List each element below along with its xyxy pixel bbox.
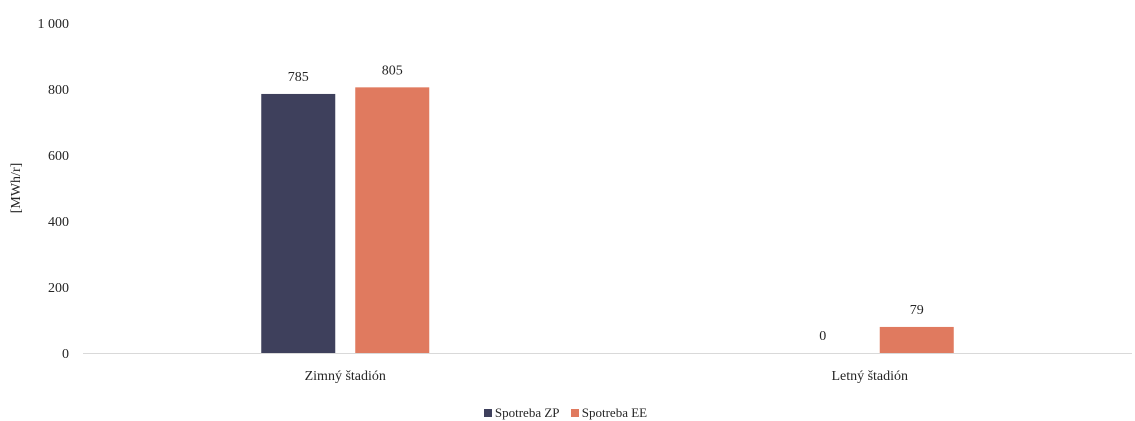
- x-tick-label: Zimný štadión: [305, 369, 386, 384]
- bar-0-1: [355, 87, 430, 353]
- data-label-0-0: 785: [288, 70, 309, 85]
- data-label-1-0: 0: [819, 329, 826, 344]
- y-tick-label: 200: [48, 281, 69, 296]
- legend-label: Spotreba ZP: [494, 405, 560, 420]
- y-axis-title: [MWh/r]: [9, 163, 24, 214]
- data-labels: 785 805 0 79: [288, 63, 924, 344]
- y-tick-label: 1 000: [38, 17, 70, 32]
- y-tick-label: 800: [48, 83, 69, 98]
- legend-swatch: [483, 409, 492, 417]
- legend-label: Spotreba EE: [581, 405, 648, 420]
- legend-swatch: [570, 409, 579, 417]
- legend-item-series-1: Spotreba EE: [570, 405, 648, 421]
- x-tick-label: Letný štadión: [831, 369, 908, 384]
- bar-0-0: [261, 93, 336, 353]
- y-tick-label: 0: [62, 347, 69, 362]
- bars: [261, 87, 954, 353]
- data-label-0-1: 805: [382, 63, 403, 78]
- y-tick-label: 400: [48, 215, 69, 230]
- x-axis-ticks: Zimný štadión Letný štadión: [305, 369, 908, 384]
- y-tick-label: 600: [48, 149, 69, 164]
- y-axis-ticks: 0 200 400 600 800 1 000: [38, 17, 70, 362]
- legend-item-series-0: Spotreba ZP: [483, 405, 560, 421]
- legend: Spotreba ZP Spotreba EE: [0, 405, 1135, 421]
- bar-1-1: [879, 326, 954, 353]
- chart: 0 200 400 600 800 1 000 785 805 0 79 Zimný štadi…: [9, 17, 1132, 384]
- data-label-1-1: 79: [910, 303, 924, 318]
